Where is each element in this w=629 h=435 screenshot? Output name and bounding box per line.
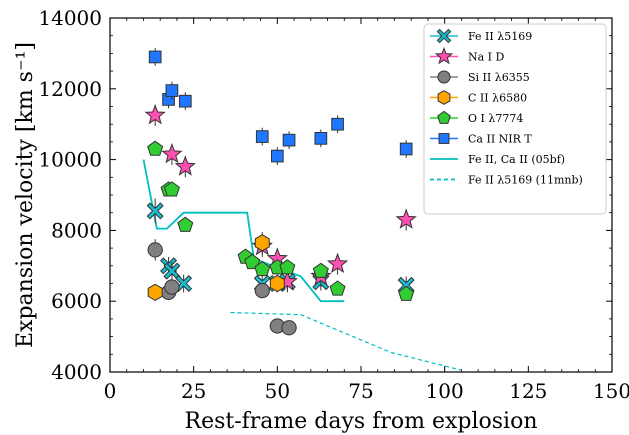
- legend-label: Fe II, Ca II (05bf): [468, 153, 565, 166]
- data-point: [281, 320, 297, 336]
- data-point: [147, 140, 164, 156]
- legend-label: Na I D: [468, 51, 505, 64]
- data-point: [398, 285, 415, 301]
- data-point: [147, 283, 163, 301]
- y-tick-label: 10000: [38, 148, 102, 172]
- data-point: [331, 117, 344, 131]
- legend-label: O I λ7774: [468, 112, 523, 125]
- data-point: [165, 84, 179, 97]
- x-axis-label: Rest-frame days from explosion: [185, 409, 538, 434]
- legend-label: Fe II λ5169: [468, 30, 532, 43]
- legend-marker: [437, 110, 451, 124]
- data-point: [254, 260, 271, 277]
- series-group: [147, 232, 285, 301]
- x-tick-label: 100: [426, 379, 464, 403]
- data-point: [399, 142, 413, 156]
- x-tick-label: 150: [593, 379, 629, 403]
- data-point: [269, 274, 285, 293]
- data-point: [314, 132, 328, 145]
- data-point: [163, 181, 180, 197]
- data-point: [270, 149, 284, 163]
- data-point: [282, 133, 296, 147]
- legend-marker: [434, 46, 454, 65]
- data-point: [177, 216, 194, 232]
- legend-marker: [437, 90, 451, 105]
- legend-marker: [437, 70, 451, 84]
- data-point: [178, 94, 192, 108]
- data-point: [146, 202, 164, 220]
- data-point: [244, 253, 261, 270]
- legend-label: Fe II λ5169 (11mnb): [468, 174, 583, 187]
- y-tick-label: 6000: [51, 289, 102, 313]
- data-point: [161, 143, 183, 164]
- data-point: [312, 262, 329, 278]
- legend-marker: [438, 133, 450, 144]
- legend-label: Si II λ6355: [468, 71, 530, 84]
- y-axis-label: Expansion velocity [km s⁻¹]: [13, 42, 38, 348]
- legend-label: Ca II NIR T: [468, 133, 532, 146]
- reference-curve-line: [230, 311, 462, 371]
- y-tick-label: 12000: [38, 77, 102, 101]
- x-tick-label: 125: [509, 379, 547, 403]
- reference-curve-line: [142, 159, 345, 303]
- y-tick-label: 8000: [51, 218, 102, 242]
- y-tick-label: 4000: [51, 360, 102, 384]
- data-point: [148, 50, 162, 64]
- data-point: [254, 282, 270, 299]
- reference-curves: [142, 159, 462, 371]
- x-tick-label: 0: [104, 379, 117, 403]
- data-point: [164, 279, 180, 295]
- data-point: [147, 242, 163, 258]
- y-tick-label: 14000: [38, 6, 102, 30]
- data-series: [144, 48, 417, 336]
- data-point: [254, 234, 270, 252]
- x-tick-label: 50: [265, 379, 290, 403]
- data-point: [395, 208, 417, 229]
- legend-label: C II λ6580: [468, 92, 527, 105]
- data-point: [279, 259, 296, 275]
- x-tick-label: 75: [348, 379, 373, 403]
- legend-box: [423, 23, 607, 215]
- data-point: [326, 252, 349, 274]
- legend: Fe II λ5169 Na I D Si II λ6355 C II λ6580 O …: [423, 23, 607, 215]
- axis-ticks: 0 25 50 75 100 125 150 4000 6000 8000 10000 12000 14…: [38, 6, 629, 403]
- series-group: [148, 48, 413, 165]
- series-group: [147, 140, 415, 301]
- legend-marker: [436, 28, 452, 44]
- data-point: [174, 155, 196, 176]
- data-point: [329, 280, 346, 296]
- data-point: [255, 130, 269, 143]
- data-point: [144, 104, 166, 125]
- x-tick-label: 25: [181, 379, 206, 403]
